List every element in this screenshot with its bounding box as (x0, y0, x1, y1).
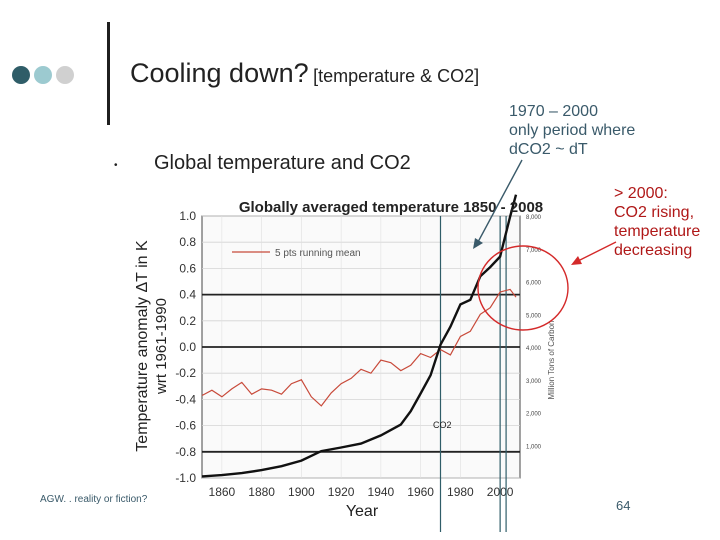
y-tick-label: 0.0 (179, 340, 196, 354)
recent-note-line: temperature (614, 223, 701, 240)
y-tick-label: -0.8 (175, 445, 196, 459)
period-note: 1970 – 2000 only period where dCO2 ~ dT (509, 102, 635, 159)
footer-text: AGW. . reality or fiction? (40, 494, 148, 505)
x-tick-label: 1860 (209, 485, 236, 499)
y-tick-label: 0.8 (179, 235, 196, 249)
recent-arrowhead (571, 256, 582, 265)
bullet-marker: • (114, 160, 118, 171)
y-axis-label: Temperature anomaly ΔT in K (134, 240, 151, 452)
y2-tick-label: 2,000 (526, 412, 542, 418)
x-axis-label: Year (346, 503, 379, 520)
bullet-text: Global temperature and CO2 (154, 152, 411, 174)
x-tick-label: 1880 (248, 485, 275, 499)
y-tick-label: -0.2 (175, 366, 196, 380)
period-note-line: only period where (509, 122, 636, 139)
y-tick-label: -0.4 (175, 392, 196, 406)
period-note-line: 1970 – 2000 (509, 103, 598, 120)
x-tick-label: 1980 (447, 485, 474, 499)
legend-label: 5 pts running mean (275, 248, 361, 259)
y2-axis-label: Million Tons of Carbon (547, 320, 556, 399)
temperature-series-line (201, 288, 517, 407)
y2-tick-label: 7,000 (526, 248, 542, 254)
y-tick-label: 0.4 (179, 288, 196, 302)
page-number: 64 (616, 498, 631, 513)
y-tick-label: -1.0 (175, 471, 196, 485)
recent-note-line: decreasing (614, 242, 693, 259)
decor-dot-dark (12, 66, 30, 84)
x-tick-label: 1900 (288, 485, 315, 499)
x-tick-label: 1940 (368, 485, 395, 499)
y2-tick-label: 5,000 (526, 313, 542, 319)
slide-title: Cooling down? [temperature & CO2] (130, 58, 479, 89)
y2-tick-label: 4,000 (526, 346, 542, 352)
y-tick-label: 1.0 (179, 209, 196, 223)
title-divider (107, 22, 110, 125)
recent-arrow (577, 241, 617, 262)
recent-note-line: CO2 rising, (614, 204, 695, 221)
y2-tick-label: 8,000 (526, 215, 542, 221)
decor-dots (12, 66, 74, 84)
x-tick-label: 1920 (328, 485, 355, 499)
co2-series-line (201, 194, 518, 478)
period-arrow (477, 159, 523, 243)
recent-note-line: > 2000: (614, 185, 668, 202)
decor-dot-light (34, 66, 52, 84)
y2-tick-label: 3,000 (526, 379, 542, 385)
y2-tick-label: 1,000 (526, 444, 542, 450)
y-tick-label: 0.6 (179, 261, 196, 275)
slide-title-main: Cooling down? (130, 58, 309, 88)
highlight-circle (477, 245, 569, 331)
period-arrowhead (473, 238, 483, 249)
y-tick-label: -0.6 (175, 419, 196, 433)
co2-series-label: CO2 (433, 420, 452, 430)
y-axis-sublabel: wrt 1961-1990 (153, 298, 170, 395)
y2-tick-label: 6,000 (526, 281, 542, 287)
decor-dot-grey (56, 66, 74, 84)
x-tick-label: 1960 (407, 485, 434, 499)
recent-note: > 2000: CO2 rising, temperature decreasi… (614, 184, 700, 260)
slide-title-sub: [temperature & CO2] (313, 66, 480, 86)
y-tick-label: 0.2 (179, 314, 196, 328)
period-note-line: dCO2 ~ dT (509, 141, 588, 158)
chart-title: Globally averaged temperature 1850 - 200… (239, 199, 543, 216)
